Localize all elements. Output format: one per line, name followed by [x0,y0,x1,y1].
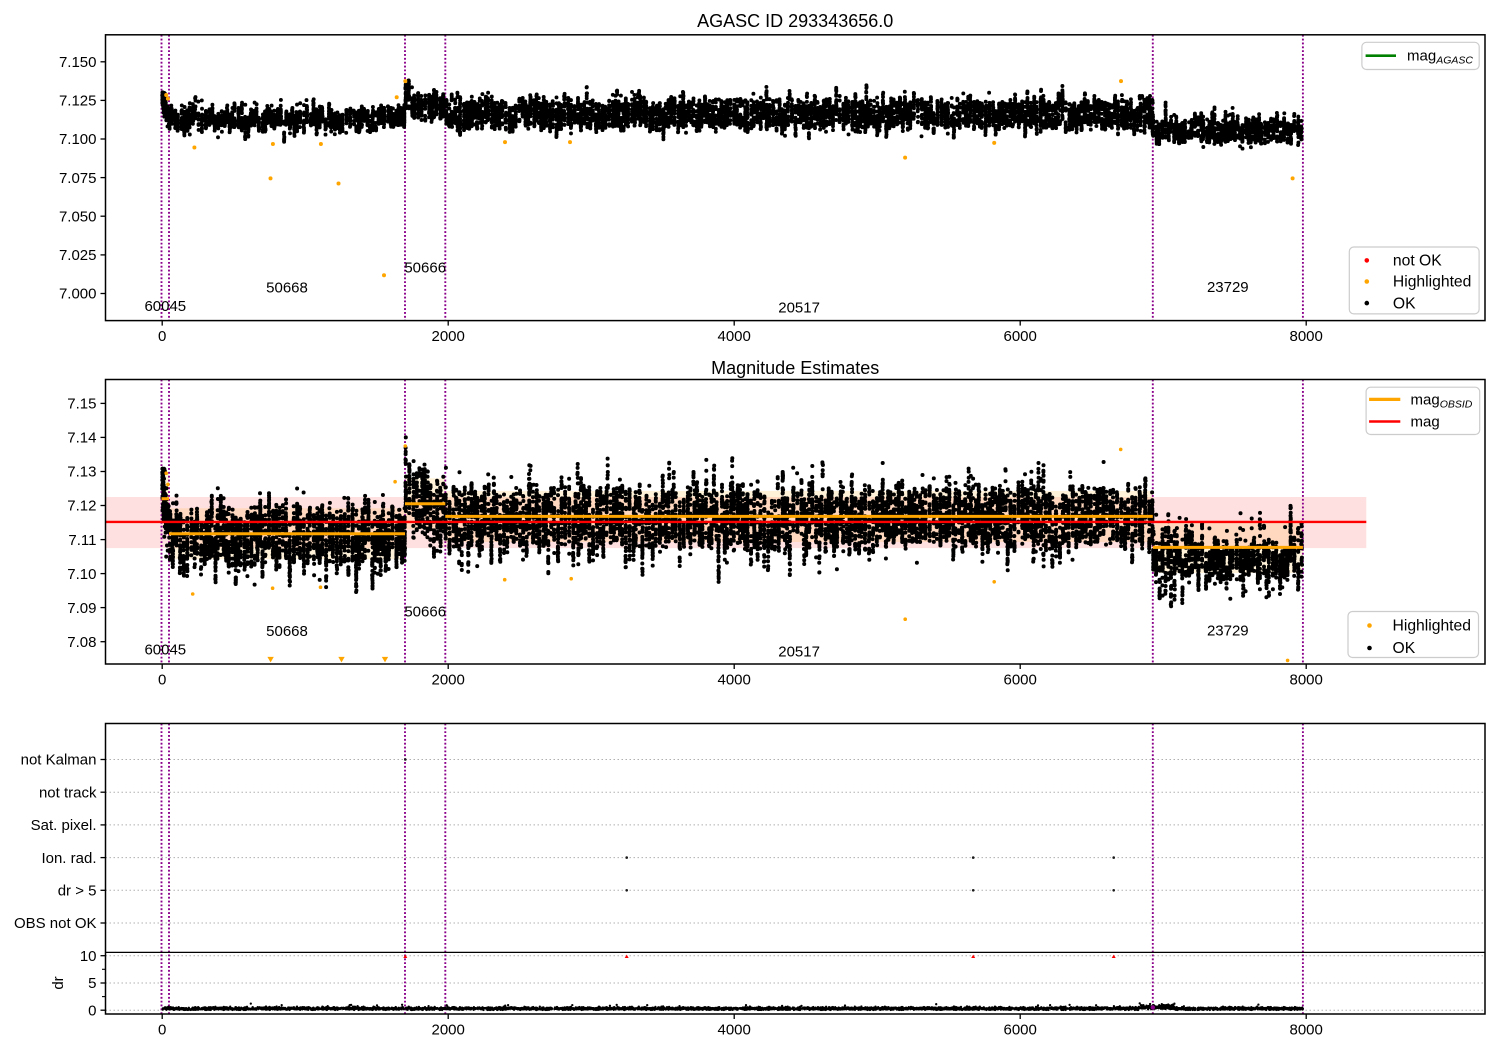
svg-text:4000: 4000 [718,328,751,345]
svg-text:50668: 50668 [266,623,308,640]
svg-text:50666: 50666 [404,604,446,621]
svg-text:0: 0 [158,328,166,345]
svg-text:7.125: 7.125 [59,93,97,110]
svg-text:8000: 8000 [1290,328,1323,345]
svg-text:not Kalman: not Kalman [21,752,97,769]
svg-text:23729: 23729 [1207,622,1249,639]
svg-text:Highlighted: Highlighted [1393,618,1472,635]
svg-text:7.075: 7.075 [59,170,97,187]
svg-text:0: 0 [158,672,166,689]
svg-text:7.150: 7.150 [59,54,97,71]
svg-text:50668: 50668 [266,280,308,297]
svg-text:OBS not OK: OBS not OK [14,915,97,932]
svg-text:7.11: 7.11 [68,532,96,549]
svg-text:6000: 6000 [1004,672,1037,689]
svg-text:not track: not track [39,784,97,801]
svg-text:4000: 4000 [718,1022,751,1039]
svg-text:Highlighted: Highlighted [1393,274,1472,291]
svg-text:OK: OK [1393,640,1416,657]
svg-text:6000: 6000 [1004,328,1037,345]
svg-text:Sat. pixel.: Sat. pixel. [31,817,97,834]
svg-text:5: 5 [88,975,96,992]
svg-text:7.09: 7.09 [67,600,96,617]
svg-text:8000: 8000 [1290,672,1323,689]
svg-text:7.050: 7.050 [59,208,97,225]
svg-text:4000: 4000 [718,672,751,689]
svg-text:2000: 2000 [432,1022,465,1039]
svg-text:Magnitude Estimates: Magnitude Estimates [711,358,879,378]
svg-text:7.100: 7.100 [59,131,97,148]
svg-text:60045: 60045 [144,298,186,315]
svg-text:2000: 2000 [432,328,465,345]
svg-text:mag: mag [1411,414,1440,431]
svg-text:20517: 20517 [778,300,820,317]
svg-text:7.08: 7.08 [67,634,96,651]
svg-text:6000: 6000 [1004,1022,1037,1039]
svg-text:7.12: 7.12 [67,498,96,515]
svg-text:Ion. rad.: Ion. rad. [41,850,96,867]
svg-text:50666: 50666 [404,260,446,277]
svg-text:7.15: 7.15 [67,396,96,413]
svg-text:7.13: 7.13 [67,464,96,481]
svg-text:7.025: 7.025 [59,247,97,264]
svg-text:AGASC ID 293343656.0: AGASC ID 293343656.0 [697,11,893,31]
svg-text:dr > 5: dr > 5 [58,883,97,900]
svg-text:OK: OK [1393,295,1416,312]
svg-text:0: 0 [158,1022,166,1039]
svg-text:0: 0 [88,1002,96,1019]
svg-text:not OK: not OK [1393,253,1442,270]
svg-text:10: 10 [80,948,97,965]
svg-text:dr: dr [50,976,67,989]
svg-text:20517: 20517 [778,643,820,660]
svg-text:8000: 8000 [1290,1022,1323,1039]
svg-text:23729: 23729 [1207,279,1249,296]
svg-text:2000: 2000 [432,672,465,689]
svg-text:7.10: 7.10 [67,566,96,583]
svg-text:60045: 60045 [144,642,186,659]
svg-text:7.14: 7.14 [67,430,96,447]
svg-text:7.000: 7.000 [59,286,97,303]
